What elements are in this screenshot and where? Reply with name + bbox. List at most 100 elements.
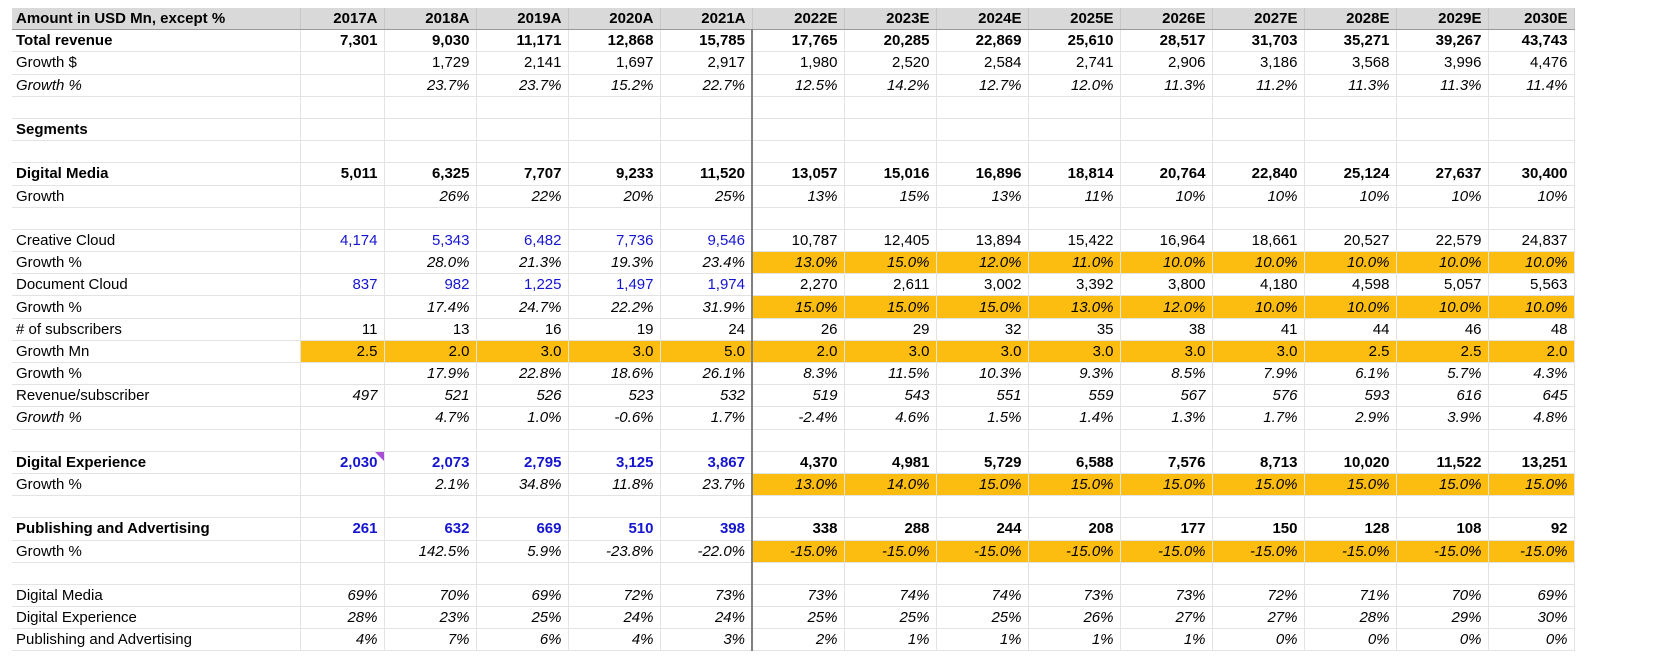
empty-cell[interactable] <box>752 207 845 230</box>
value-cell[interactable]: 523 <box>568 384 661 408</box>
value-cell[interactable]: 208 <box>1028 517 1121 541</box>
empty-cell[interactable] <box>1028 562 1121 585</box>
value-cell[interactable]: 4.8% <box>1488 406 1575 430</box>
value-cell[interactable]: 10% <box>1396 185 1489 208</box>
value-cell[interactable]: 69% <box>300 584 385 608</box>
empty-cell[interactable] <box>568 562 661 585</box>
value-cell[interactable]: 6,325 <box>384 162 477 186</box>
value-cell[interactable]: 12.0% <box>1120 295 1213 319</box>
value-cell[interactable]: 38 <box>1120 318 1213 341</box>
empty-cell[interactable] <box>1488 207 1575 230</box>
empty-cell[interactable] <box>12 96 301 119</box>
value-cell[interactable]: 4,174 <box>300 229 385 253</box>
empty-cell[interactable] <box>844 429 937 452</box>
empty-cell[interactable] <box>936 562 1029 585</box>
row-label-cell[interactable]: Creative Cloud <box>12 229 301 253</box>
value-cell[interactable]: 13% <box>752 185 845 208</box>
year-header-cell[interactable]: 2026E <box>1120 8 1213 31</box>
value-cell[interactable]: 10.0% <box>1396 251 1489 275</box>
value-cell[interactable]: 2.1% <box>384 473 477 497</box>
value-cell[interactable]: 24% <box>568 606 661 630</box>
empty-cell[interactable] <box>384 140 477 164</box>
empty-cell[interactable] <box>300 140 385 164</box>
value-cell[interactable]: 543 <box>844 384 937 408</box>
empty-cell[interactable] <box>1304 429 1397 452</box>
value-cell[interactable]: 3.9% <box>1396 406 1489 430</box>
value-cell[interactable]: 2,030 <box>300 451 385 474</box>
value-cell[interactable]: 1.4% <box>1028 406 1121 430</box>
value-cell[interactable]: 10.3% <box>936 362 1029 386</box>
header-label-cell[interactable]: Amount in USD Mn, except % <box>12 8 301 31</box>
value-cell[interactable]: 22,840 <box>1212 162 1305 186</box>
empty-cell[interactable] <box>844 96 937 119</box>
value-cell[interactable]: 261 <box>300 517 385 541</box>
empty-cell[interactable] <box>752 96 845 119</box>
value-cell[interactable]: -2.4% <box>752 406 845 430</box>
value-cell[interactable]: -15.0% <box>936 540 1029 563</box>
empty-cell[interactable] <box>1212 562 1305 585</box>
value-cell[interactable]: 20,527 <box>1304 229 1397 253</box>
empty-cell[interactable] <box>476 429 569 452</box>
value-cell[interactable]: 23.7% <box>660 473 753 497</box>
value-cell[interactable]: 27% <box>1120 606 1213 630</box>
empty-cell[interactable] <box>1028 429 1121 452</box>
value-cell[interactable]: 92 <box>1488 517 1575 541</box>
empty-cell[interactable] <box>1488 429 1575 452</box>
row-label-cell[interactable]: Growth <box>12 185 301 208</box>
value-cell[interactable]: 74% <box>936 584 1029 608</box>
value-cell[interactable]: 30% <box>1488 606 1575 630</box>
value-cell[interactable]: 10,020 <box>1304 451 1397 474</box>
empty-cell[interactable] <box>1120 118 1213 142</box>
value-cell[interactable]: 177 <box>1120 517 1213 541</box>
value-cell[interactable]: 26 <box>752 318 845 341</box>
value-cell[interactable]: 30,400 <box>1488 162 1575 186</box>
empty-cell[interactable] <box>300 295 385 319</box>
value-cell[interactable]: 31.9% <box>660 295 753 319</box>
value-cell[interactable]: 13 <box>384 318 477 341</box>
value-cell[interactable]: 2,917 <box>660 51 753 75</box>
empty-cell[interactable] <box>476 96 569 119</box>
value-cell[interactable]: 15.0% <box>936 473 1029 497</box>
value-cell[interactable]: 10.0% <box>1212 295 1305 319</box>
value-cell[interactable]: 15.0% <box>1488 473 1575 497</box>
value-cell[interactable]: 28,517 <box>1120 29 1213 53</box>
value-cell[interactable]: 35 <box>1028 318 1121 341</box>
empty-cell[interactable] <box>660 140 753 164</box>
empty-cell[interactable] <box>844 118 937 142</box>
value-cell[interactable]: 521 <box>384 384 477 408</box>
value-cell[interactable]: 15.0% <box>936 295 1029 319</box>
value-cell[interactable]: 26% <box>384 185 477 208</box>
value-cell[interactable]: -15.0% <box>1488 540 1575 563</box>
value-cell[interactable]: 6% <box>476 628 569 652</box>
value-cell[interactable]: 13.0% <box>752 251 845 275</box>
value-cell[interactable]: 4.6% <box>844 406 937 430</box>
value-cell[interactable]: 551 <box>936 384 1029 408</box>
value-cell[interactable]: 7.9% <box>1212 362 1305 386</box>
value-cell[interactable]: 13,251 <box>1488 451 1575 474</box>
value-cell[interactable]: 15.0% <box>1212 473 1305 497</box>
value-cell[interactable]: 7,707 <box>476 162 569 186</box>
row-label-cell[interactable]: Digital Experience <box>12 451 301 474</box>
value-cell[interactable]: 28% <box>300 606 385 630</box>
empty-cell[interactable] <box>300 74 385 97</box>
value-cell[interactable]: 13.0% <box>752 473 845 497</box>
value-cell[interactable]: 2% <box>752 628 845 652</box>
value-cell[interactable]: 576 <box>1212 384 1305 408</box>
empty-cell[interactable] <box>1396 562 1489 585</box>
value-cell[interactable]: 44 <box>1304 318 1397 341</box>
value-cell[interactable]: 2,073 <box>384 451 477 474</box>
value-cell[interactable]: 35,271 <box>1304 29 1397 53</box>
value-cell[interactable]: 2,741 <box>1028 51 1121 75</box>
empty-cell[interactable] <box>1488 495 1575 519</box>
value-cell[interactable]: 5,563 <box>1488 273 1575 297</box>
value-cell[interactable]: 4.7% <box>384 406 477 430</box>
value-cell[interactable]: 10,787 <box>752 229 845 253</box>
value-cell[interactable]: 26.1% <box>660 362 753 386</box>
value-cell[interactable]: 3.0 <box>568 340 661 364</box>
value-cell[interactable]: 3,568 <box>1304 51 1397 75</box>
empty-cell[interactable] <box>660 495 753 519</box>
value-cell[interactable]: 3,186 <box>1212 51 1305 75</box>
value-cell[interactable]: 7,301 <box>300 29 385 53</box>
value-cell[interactable]: 5,011 <box>300 162 385 186</box>
row-label-cell[interactable]: Growth % <box>12 362 301 386</box>
